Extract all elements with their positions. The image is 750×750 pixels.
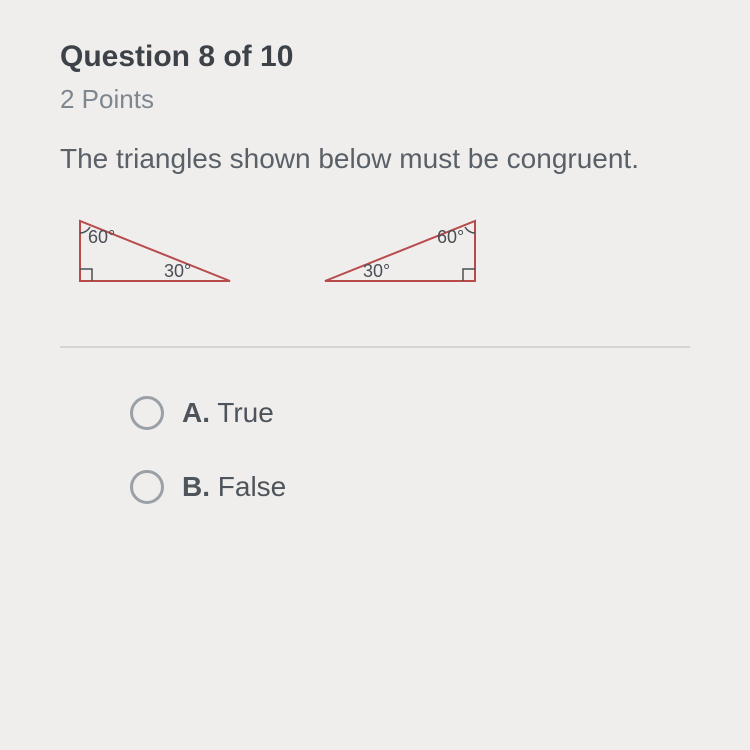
right-angle-marker	[80, 269, 92, 281]
angle-30-label: 30°	[164, 261, 191, 281]
option-letter: B.	[182, 471, 210, 502]
option-a-label: A. True	[182, 397, 274, 429]
option-b[interactable]: B. False	[60, 470, 690, 504]
triangle-right: 60° 30°	[315, 211, 490, 296]
question-prompt: The triangles shown below must be congru…	[60, 143, 690, 175]
divider	[60, 346, 690, 348]
angle-tick	[465, 227, 475, 233]
triangle-figure: 60° 30° 60° 30°	[60, 211, 690, 296]
question-number: Question 8 of 10	[60, 40, 690, 74]
option-b-label: B. False	[182, 471, 286, 503]
right-angle-marker	[463, 269, 475, 281]
option-text: True	[217, 397, 274, 428]
option-text: False	[218, 471, 286, 502]
option-a[interactable]: A. True	[60, 396, 690, 430]
question-page: Question 8 of 10 2 Points The triangles …	[0, 0, 750, 584]
radio-icon	[130, 396, 164, 430]
option-letter: A.	[182, 397, 210, 428]
radio-icon	[130, 470, 164, 504]
question-points: 2 Points	[60, 84, 690, 115]
angle-30-label: 30°	[363, 261, 390, 281]
angle-60-label: 60°	[437, 227, 464, 247]
triangle-left: 60° 30°	[70, 211, 245, 296]
angle-60-label: 60°	[88, 227, 115, 247]
